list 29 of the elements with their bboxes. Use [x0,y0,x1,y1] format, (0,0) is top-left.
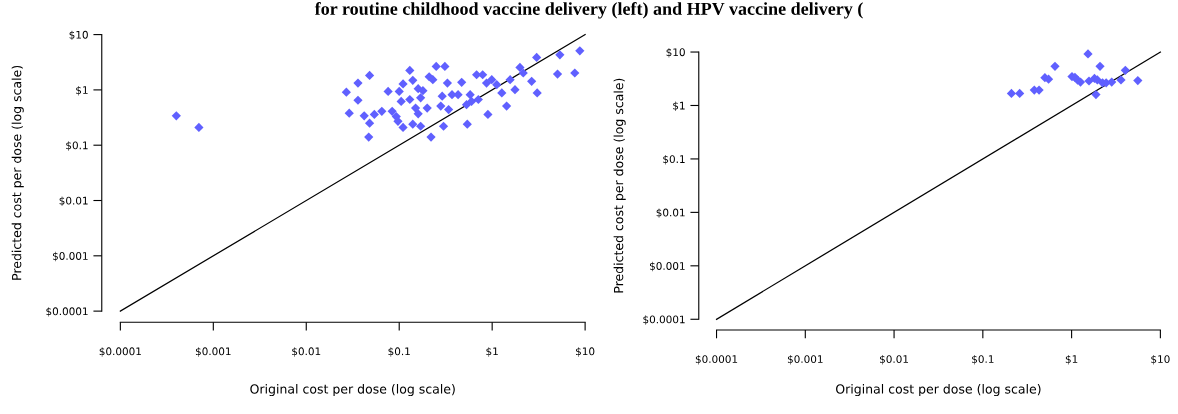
y-tick-label: $10 [69,30,88,41]
y-tick-label: $0.1 [66,141,88,151]
text: for routine childhood vaccine delivery (left) and HPV vaccine delivery ( [314,2,863,19]
x-tick-label: $0.0001 [695,354,738,365]
x-tick-label: $10 [1151,354,1170,365]
y-tick-label: $10 [666,48,685,58]
y-tick-label: $0.1 [663,154,685,165]
x-tick-label: $0.0001 [99,347,141,357]
x-tick-label: $0.001 [195,347,231,357]
y-axis-title: Predicted cost per dose (log scale) [613,78,626,293]
x-tick-label: $10 [576,347,595,357]
x-tick-label: $0.1 [388,347,410,357]
x-tick-label: $0.01 [292,347,321,357]
y-tick-label: $0.0001 [643,315,685,325]
y-tick-label: $0.001 [650,261,685,272]
x-tick-label: $1 [486,347,498,357]
x-tick-label: $1 [1065,354,1078,365]
y-tick-label: $1 [76,85,88,96]
y-tick-label: $0.0001 [46,307,88,317]
y-tick-label: $1 [673,101,685,111]
y-axis-title: Predicted cost per dose (log scale) [11,65,24,280]
x-tick-label: $0.001 [787,354,823,365]
x-tick-label: $0.01 [880,354,909,365]
x-tick-label: $0.1 [972,354,994,365]
y-tick-label: $0.01 [59,196,88,206]
x-axis-title: Original cost per dose (log scale) [250,384,455,397]
y-tick-label: $0.01 [656,208,685,218]
x-axis-title: Original cost per dose (log scale) [836,384,1041,397]
y-tick-label: $0.001 [52,251,88,262]
